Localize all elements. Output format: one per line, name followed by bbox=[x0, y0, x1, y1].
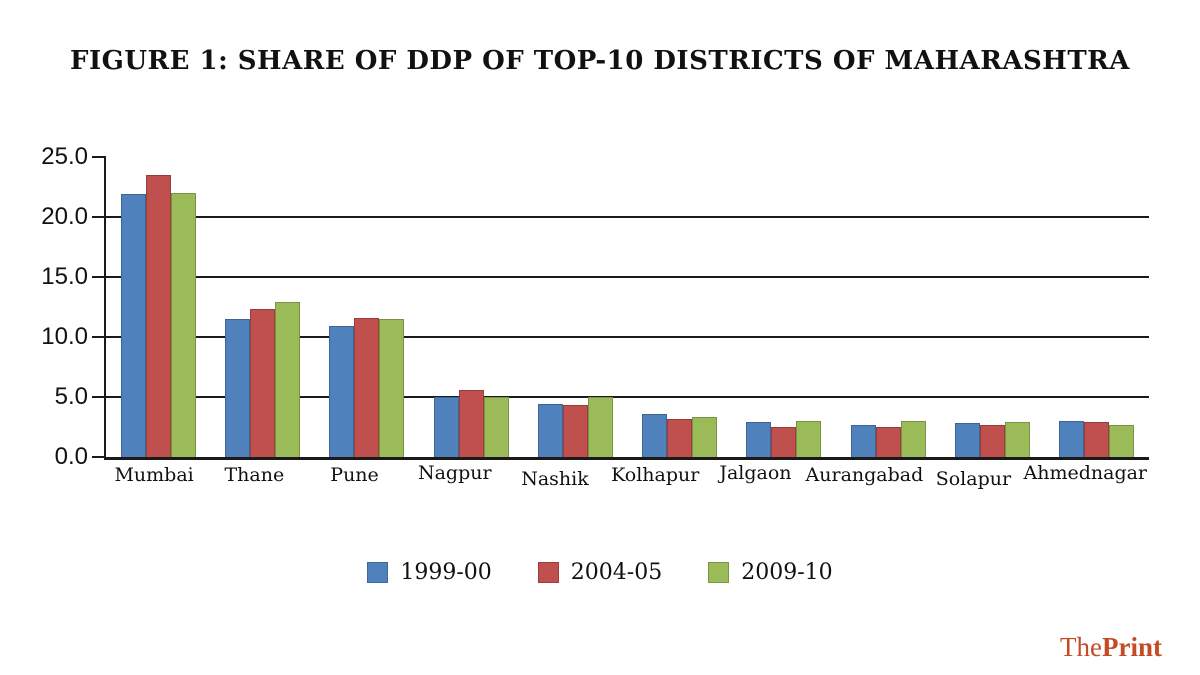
bar-cluster-jalgaon bbox=[732, 157, 836, 457]
bar-solapur-1999-00 bbox=[955, 423, 981, 457]
y-tick-label-25: 25.0 bbox=[41, 143, 88, 170]
legend: 1999-00 2004-05 2009-10 bbox=[0, 560, 1200, 585]
y-tick-25 bbox=[92, 156, 106, 158]
bar-cluster-solapur bbox=[940, 157, 1044, 457]
bar-ahmednagar-1999-00 bbox=[1059, 421, 1085, 457]
bar-aurangabad-2004-05 bbox=[875, 427, 901, 457]
bar-kolhapur-1999-00 bbox=[642, 414, 668, 457]
bar-nagpur-2004-05 bbox=[458, 390, 484, 457]
gridline-20 bbox=[106, 216, 1149, 218]
bar-jalgaon-2004-05 bbox=[771, 427, 797, 457]
bar-pune-1999-00 bbox=[329, 326, 355, 457]
bar-aurangabad-1999-00 bbox=[850, 425, 876, 457]
bar-cluster-pune bbox=[315, 157, 419, 457]
x-label-nagpur: Nagpur bbox=[417, 462, 492, 484]
y-tick-20 bbox=[92, 216, 106, 218]
bar-cluster-thane bbox=[210, 157, 314, 457]
x-label-nashik: Nashik bbox=[521, 468, 589, 490]
bar-thane-1999-00 bbox=[224, 319, 250, 457]
legend-item-2009-10: 2009-10 bbox=[708, 560, 833, 585]
legend-label-2009-10: 2009-10 bbox=[741, 560, 833, 585]
x-label-pune: Pune bbox=[330, 464, 379, 486]
bar-pune-2009-10 bbox=[379, 319, 405, 457]
y-tick-label-15: 15.0 bbox=[41, 263, 88, 290]
bar-nashik-1999-00 bbox=[537, 404, 563, 457]
bar-cluster-kolhapur bbox=[627, 157, 731, 457]
bar-nashik-2009-10 bbox=[587, 397, 613, 457]
bar-cluster-aurangabad bbox=[836, 157, 940, 457]
bar-clusters bbox=[106, 157, 1149, 457]
legend-item-1999-00: 1999-00 bbox=[367, 560, 492, 585]
bar-kolhapur-2009-10 bbox=[692, 417, 718, 457]
legend-swatch-2004-05 bbox=[537, 562, 559, 583]
x-label-aurangabad: Aurangabad bbox=[805, 464, 924, 486]
publisher-logo-suffix: Print bbox=[1102, 632, 1162, 662]
x-label-kolhapur: Kolhapur bbox=[611, 464, 700, 486]
bar-jalgaon-2009-10 bbox=[796, 421, 822, 457]
bar-cluster-ahmednagar bbox=[1045, 157, 1149, 457]
x-label-thane: Thane bbox=[224, 464, 285, 486]
y-tick-10 bbox=[92, 336, 106, 338]
x-label-ahmednagar: Ahmednagar bbox=[1023, 462, 1148, 484]
bar-aurangabad-2009-10 bbox=[900, 421, 926, 457]
gridline-15 bbox=[106, 276, 1149, 278]
bar-ahmednagar-2004-05 bbox=[1084, 422, 1110, 457]
chart-title: FIGURE 1: SHARE OF DDP OF TOP-10 DISTRIC… bbox=[70, 46, 1130, 76]
y-tick-label-20: 20.0 bbox=[41, 203, 88, 230]
bar-thane-2004-05 bbox=[249, 309, 275, 457]
bar-nagpur-1999-00 bbox=[433, 397, 459, 457]
y-tick-15 bbox=[92, 276, 106, 278]
legend-label-1999-00: 1999-00 bbox=[400, 560, 492, 585]
x-axis-labels: Mumbai Thane Pune Nagpur Nashik Kolhapur Jalga… bbox=[104, 462, 1148, 490]
bar-cluster-nagpur bbox=[419, 157, 523, 457]
bar-mumbai-2004-05 bbox=[145, 175, 171, 457]
y-tick-5 bbox=[92, 396, 106, 398]
y-tick-label-5: 5.0 bbox=[54, 383, 88, 410]
legend-item-2004-05: 2004-05 bbox=[537, 560, 663, 585]
legend-label-2004-05: 2004-05 bbox=[570, 560, 663, 585]
bar-pune-2004-05 bbox=[354, 318, 380, 457]
legend-swatch-1999-00 bbox=[367, 562, 389, 583]
bar-cluster-mumbai bbox=[106, 157, 210, 457]
publisher-logo: ThePrint bbox=[1060, 632, 1162, 663]
bar-solapur-2004-05 bbox=[980, 425, 1006, 457]
bar-mumbai-1999-00 bbox=[120, 194, 146, 457]
bar-kolhapur-2004-05 bbox=[667, 419, 693, 457]
gridline-5 bbox=[106, 396, 1149, 398]
gridline-10 bbox=[106, 336, 1149, 338]
y-tick-label-10: 10.0 bbox=[41, 323, 88, 350]
y-tick-0 bbox=[92, 456, 106, 458]
legend-swatch-2009-10 bbox=[708, 562, 730, 583]
bar-mumbai-2009-10 bbox=[170, 193, 196, 457]
x-label-mumbai: Mumbai bbox=[114, 464, 194, 486]
bar-nashik-2004-05 bbox=[562, 405, 588, 457]
bar-solapur-2009-10 bbox=[1005, 422, 1031, 457]
bar-ahmednagar-2009-10 bbox=[1109, 425, 1135, 457]
bar-thane-2009-10 bbox=[274, 302, 300, 457]
plot-area: 0.0 5.0 10.0 15.0 20.0 25.0 bbox=[41, 145, 1149, 469]
x-label-solapur: Solapur bbox=[935, 468, 1012, 490]
bar-jalgaon-1999-00 bbox=[746, 422, 772, 457]
bar-nagpur-2009-10 bbox=[483, 397, 509, 457]
y-tick-label-0: 0.0 bbox=[54, 443, 88, 470]
x-label-jalgaon: Jalgaon bbox=[719, 462, 792, 484]
bar-cluster-nashik bbox=[523, 157, 627, 457]
publisher-logo-prefix: The bbox=[1060, 632, 1102, 662]
